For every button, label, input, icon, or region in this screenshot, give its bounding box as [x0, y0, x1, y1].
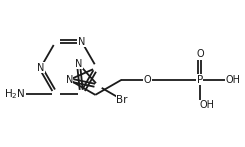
Text: N: N: [78, 37, 85, 47]
Text: N: N: [65, 75, 73, 85]
Text: O: O: [196, 49, 204, 59]
Text: Br: Br: [116, 95, 128, 105]
Text: OH: OH: [200, 100, 215, 110]
Text: H$_2$N: H$_2$N: [4, 87, 25, 101]
Text: N: N: [37, 63, 44, 73]
Text: N: N: [75, 59, 82, 69]
Text: OH: OH: [226, 75, 241, 85]
Text: P: P: [197, 75, 203, 85]
Text: O: O: [144, 75, 151, 85]
